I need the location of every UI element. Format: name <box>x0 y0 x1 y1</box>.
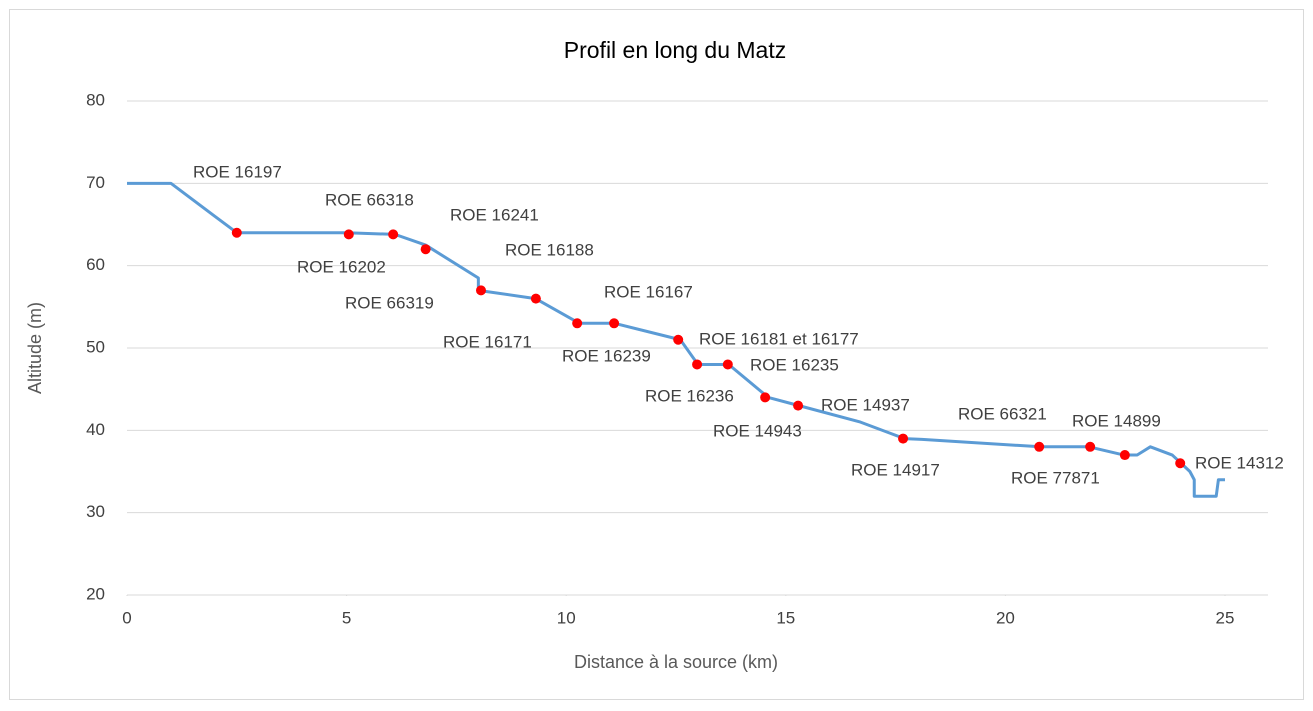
weir-point <box>898 433 909 444</box>
weir-point <box>1034 441 1045 452</box>
point-label: ROE 16235 <box>750 355 839 374</box>
weir-point <box>692 359 703 370</box>
y-tick-label: 80 <box>86 90 105 109</box>
x-tick-label: 20 <box>996 608 1015 627</box>
weir-point <box>793 400 804 411</box>
weir-point <box>231 227 242 238</box>
point-label: ROE 16188 <box>505 240 594 259</box>
point-label: ROE 14943 <box>713 421 802 440</box>
point-label: ROE 16239 <box>562 346 651 365</box>
weir-point <box>343 229 354 240</box>
x-tick-label: 25 <box>1216 608 1235 627</box>
y-tick-label: 20 <box>86 584 105 603</box>
weir-point <box>530 293 541 304</box>
point-label: ROE 16241 <box>450 205 539 224</box>
point-label: ROE 14899 <box>1072 411 1161 430</box>
point-label: ROE 66318 <box>325 190 414 209</box>
weir-point <box>388 229 399 240</box>
x-tick-label: 0 <box>122 608 131 627</box>
chart-title: Profil en long du Matz <box>564 37 786 63</box>
y-axis-label: Altitude (m) <box>25 302 45 394</box>
chart-frame <box>9 9 1304 700</box>
weir-point <box>760 392 771 403</box>
point-label: ROE 77871 <box>1011 468 1100 487</box>
point-label: ROE 66321 <box>958 404 1047 423</box>
weir-point <box>1119 450 1130 461</box>
x-tick-label: 10 <box>557 608 576 627</box>
x-tick-label: 15 <box>776 608 795 627</box>
weir-point <box>475 285 486 296</box>
point-label: ROE 14917 <box>851 460 940 479</box>
weir-point <box>572 318 583 329</box>
point-label: ROE 16181 et 16177 <box>699 329 859 348</box>
point-label: ROE 16167 <box>604 282 693 301</box>
y-tick-label: 30 <box>86 502 105 521</box>
point-label: ROE 16236 <box>645 386 734 405</box>
weir-point <box>420 244 431 255</box>
y-tick-label: 50 <box>86 337 105 356</box>
y-tick-label: 60 <box>86 255 105 274</box>
weir-point <box>609 318 620 329</box>
point-label: ROE 16202 <box>297 257 386 276</box>
weir-point <box>673 334 684 345</box>
y-tick-label: 40 <box>86 420 105 439</box>
point-label: ROE 16197 <box>193 162 282 181</box>
x-axis-label: Distance à la source (km) <box>574 652 778 672</box>
weir-point <box>722 359 733 370</box>
point-label: ROE 66319 <box>345 293 434 312</box>
point-label: ROE 14312 <box>1195 453 1284 472</box>
weir-point <box>1085 441 1096 452</box>
y-tick-label: 70 <box>86 173 105 192</box>
x-tick-label: 5 <box>342 608 351 627</box>
point-label: ROE 16171 <box>443 332 532 351</box>
point-label: ROE 14937 <box>821 395 910 414</box>
weir-point <box>1175 458 1186 469</box>
